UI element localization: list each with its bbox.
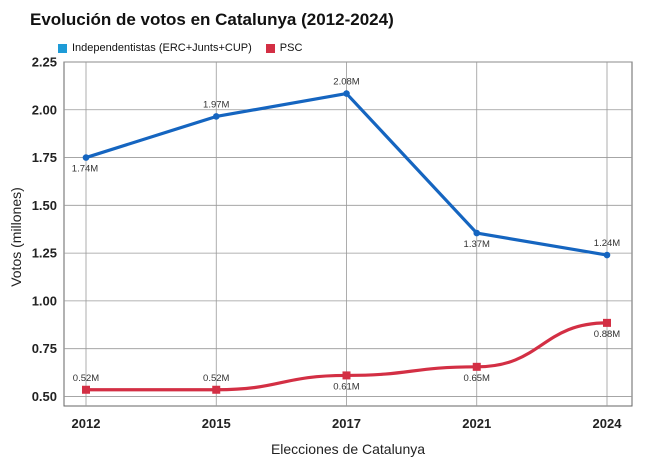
legend: Independentistas (ERC+Junts+CUP) PSC xyxy=(58,42,316,54)
legend-swatch-psc xyxy=(265,43,275,53)
data-label: 1.74M xyxy=(72,164,98,175)
data-label: 1.37M xyxy=(464,239,490,250)
data-label: 2.08M xyxy=(333,77,359,88)
x-tick-label: 2017 xyxy=(332,416,361,431)
data-point xyxy=(212,113,220,120)
data-point xyxy=(82,385,90,394)
x-axis-ticks: 2012 2015 2017 2021 2024 xyxy=(72,416,623,431)
data-point xyxy=(82,154,90,161)
series-markers xyxy=(82,90,611,394)
legend-item-independentistas: Independentistas (ERC+Junts+CUP) xyxy=(58,42,252,54)
y-axis-label: Votos (millones) xyxy=(8,187,24,287)
data-point xyxy=(603,251,611,259)
data-label: 0.61M xyxy=(333,381,359,392)
data-label: 0.88M xyxy=(594,329,620,340)
data-labels: 1.74M 1.97M 2.08M 1.37M 1.24M 0.52M 0.52M 0.61M… xyxy=(72,77,620,393)
data-label: 1.97M xyxy=(203,99,229,110)
data-point xyxy=(603,318,611,327)
grid xyxy=(63,61,633,407)
y-tick-label: 2.25 xyxy=(32,55,57,70)
data-label: 0.52M xyxy=(73,373,99,384)
x-tick-label: 2021 xyxy=(462,416,491,431)
x-tick-label: 2024 xyxy=(593,416,623,431)
legend-label-independentistas: Independentistas (ERC+Junts+CUP) xyxy=(72,42,252,54)
y-tick-label: 0.50 xyxy=(32,389,57,404)
x-tick-label: 2012 xyxy=(72,416,101,431)
legend-item-psc: PSC xyxy=(265,42,303,54)
y-tick-label: 1.25 xyxy=(32,246,57,261)
data-label: 0.52M xyxy=(203,373,229,384)
y-tick-label: 0.75 xyxy=(32,341,57,356)
legend-label-psc: PSC xyxy=(279,42,303,54)
plot-frame xyxy=(63,61,633,407)
legend-swatch-independentistas xyxy=(58,43,67,53)
data-point xyxy=(473,229,481,237)
chart-title: Evolución de votos en Catalunya (2012-20… xyxy=(30,10,394,29)
x-tick-label: 2015 xyxy=(202,416,231,431)
data-label: 0.65M xyxy=(464,373,490,384)
data-label: 1.24M xyxy=(594,238,620,249)
y-tick-label: 1.75 xyxy=(32,150,57,165)
data-point xyxy=(343,90,350,97)
y-tick-label: 1.50 xyxy=(32,198,57,213)
x-axis-label: Elecciones de Catalunya xyxy=(271,441,425,457)
data-point xyxy=(472,362,481,371)
y-tick-label: 2.00 xyxy=(32,102,57,117)
y-axis-ticks: 0.50 0.75 1.00 1.25 1.50 1.75 2.00 2.25 xyxy=(32,55,57,404)
data-point xyxy=(212,385,221,394)
y-tick-label: 1.00 xyxy=(32,293,57,308)
data-point xyxy=(342,371,351,380)
